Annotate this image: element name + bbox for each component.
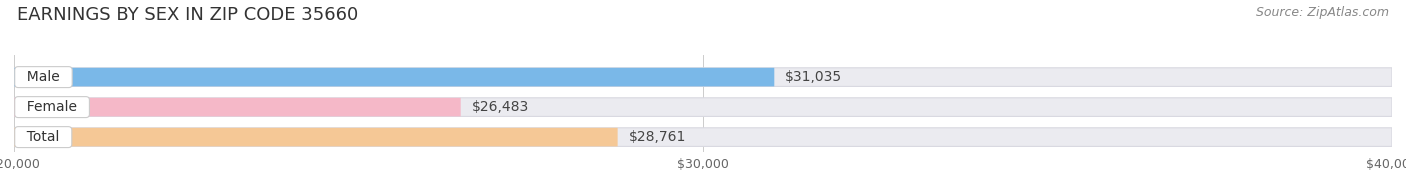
Text: EARNINGS BY SEX IN ZIP CODE 35660: EARNINGS BY SEX IN ZIP CODE 35660 — [17, 6, 359, 24]
FancyBboxPatch shape — [14, 128, 617, 146]
FancyBboxPatch shape — [14, 128, 1392, 146]
FancyBboxPatch shape — [14, 98, 461, 116]
FancyBboxPatch shape — [14, 68, 775, 86]
Text: Male: Male — [18, 70, 69, 84]
Text: $31,035: $31,035 — [786, 70, 842, 84]
Text: $26,483: $26,483 — [472, 100, 529, 114]
Text: $28,761: $28,761 — [628, 130, 686, 144]
Text: Female: Female — [18, 100, 86, 114]
Text: Total: Total — [18, 130, 69, 144]
FancyBboxPatch shape — [14, 68, 1392, 86]
FancyBboxPatch shape — [14, 98, 1392, 116]
Text: Source: ZipAtlas.com: Source: ZipAtlas.com — [1256, 6, 1389, 19]
